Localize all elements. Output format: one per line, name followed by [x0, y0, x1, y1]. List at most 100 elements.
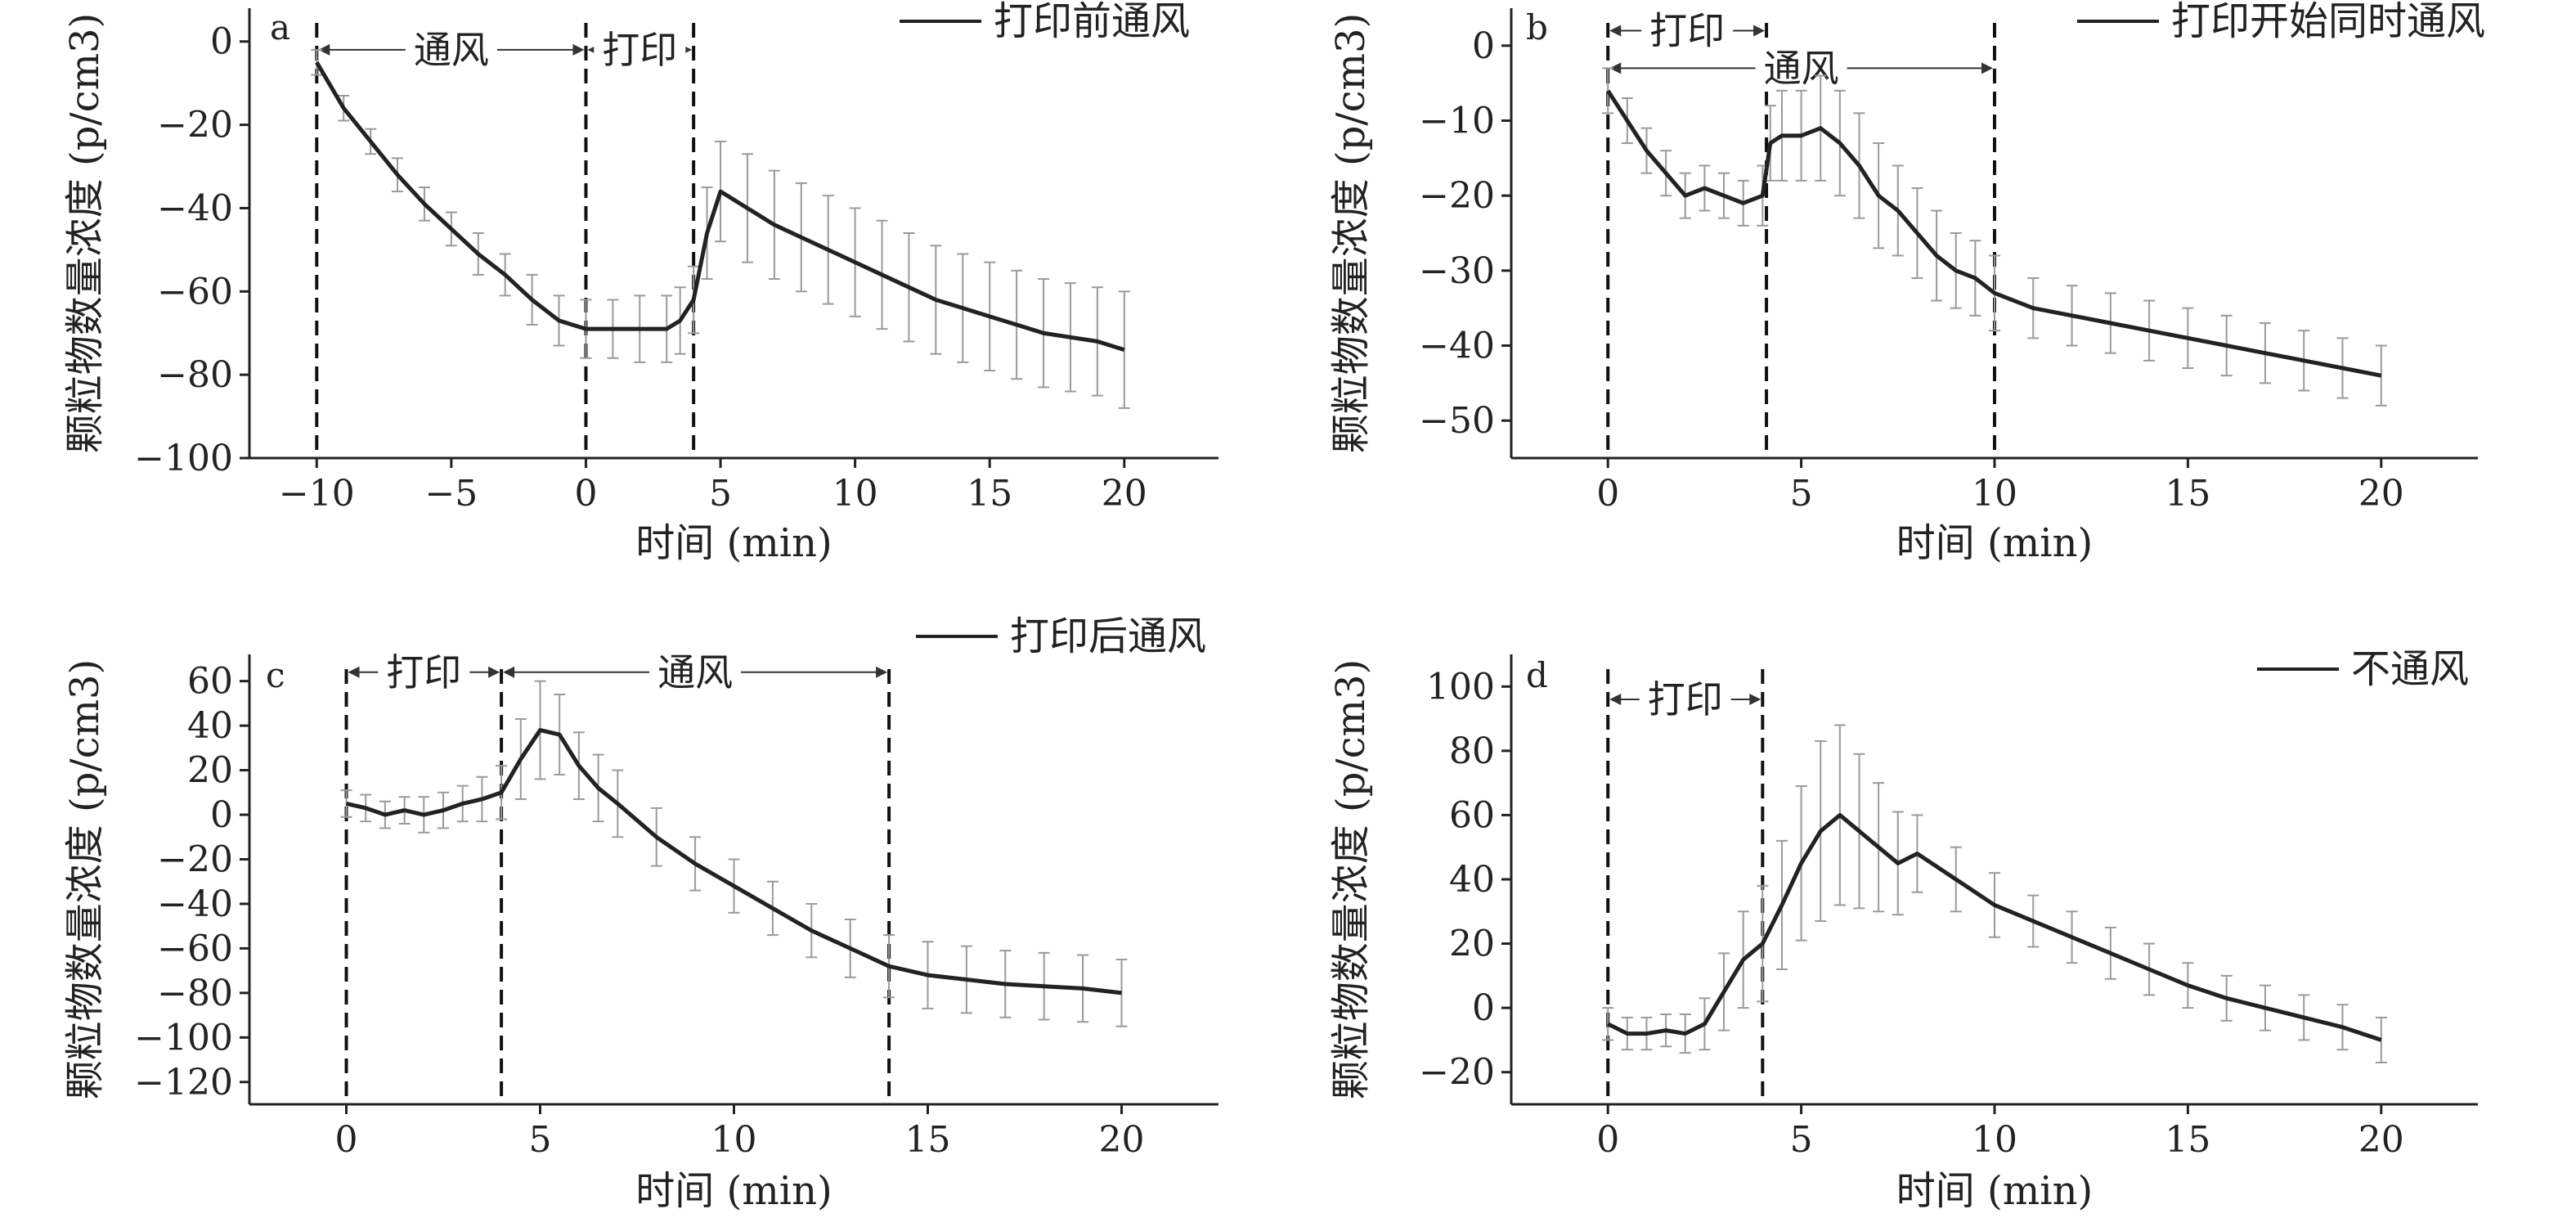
annotation-bg: [594, 23, 686, 73]
panel-letter: d: [1526, 655, 1548, 695]
y-tick-label: 60: [187, 661, 233, 703]
y-tick-label: 0: [1472, 987, 1495, 1029]
annotation-bg: [1755, 42, 1847, 92]
arrow-head-left: [1609, 694, 1622, 705]
arrow-head-right: [572, 43, 585, 56]
x-tick-label: 10: [711, 1119, 757, 1161]
y-tick-label: 0: [210, 794, 233, 836]
chart-panel-b: 0 5 10 15 20 0 −10 −20 −30 −40 −50 时间 (min) 颗粒物数量浓度 …: [1328, 0, 2485, 566]
y-tick-label: −40: [157, 883, 233, 925]
arrow-head-right: [1749, 694, 1761, 705]
y-tick-label: −10: [1419, 101, 1495, 142]
x-tick-label: 20: [2358, 473, 2404, 515]
x-tick-label: 15: [2165, 1119, 2210, 1161]
x-tick-label: 15: [905, 1119, 951, 1161]
x-tick-label: 20: [2358, 1119, 2404, 1161]
x-tick-label: −10: [279, 473, 355, 515]
y-axis-title: 颗粒物数量浓度 (p/cm3): [1328, 659, 1374, 1100]
y-tick-label: 20: [1449, 924, 1495, 965]
x-tick-label: 5: [1790, 1119, 1813, 1161]
y-tick-label: 60: [1449, 794, 1495, 836]
arrow-head-left: [348, 666, 360, 678]
x-tick-label: 15: [2165, 473, 2210, 515]
period-label: 打印: [1649, 9, 1725, 53]
y-tick-label: −20: [1419, 175, 1495, 217]
y-tick-label: 80: [1449, 730, 1495, 772]
annotation-bg: [405, 23, 497, 73]
arrow-head-right: [876, 666, 888, 678]
x-tick-label: −5: [424, 473, 478, 515]
chart-panel-a: −10 −5 0 5 10 15 20 0 −20 −40 −60 −80 −100 时间 (min) 颗粒…: [62, 0, 1218, 566]
period-label: 打印: [386, 650, 461, 694]
period-label: 通风: [657, 650, 733, 694]
x-tick-label: 0: [1596, 473, 1619, 515]
y-tick-label: −100: [134, 1017, 233, 1058]
annotation-bg: [649, 645, 742, 695]
series-line: [1607, 812, 2382, 1042]
y-tick-label: −40: [157, 187, 233, 229]
series-line: [1606, 89, 2382, 378]
y-tick-label: −100: [134, 438, 233, 479]
panel-letter: b: [1526, 7, 1548, 47]
x-axis-title: 时间 (min): [635, 1168, 832, 1214]
y-tick-label: 40: [187, 705, 233, 747]
x-tick-label: 20: [1102, 473, 1147, 515]
x-tick-label: 5: [709, 473, 732, 515]
period-label: 通风: [414, 28, 489, 72]
arrow-head-right: [1753, 25, 1766, 37]
arrow-head-left: [1609, 62, 1622, 74]
y-tick-label: 20: [187, 750, 233, 792]
period-label: 通风: [1764, 46, 1839, 90]
x-tick-label: 0: [1596, 1119, 1619, 1161]
y-axis-title: 颗粒物数量浓度 (p/cm3): [1328, 13, 1374, 454]
legend-label: 打印开始同时通风: [2171, 0, 2485, 44]
arrow-head-right: [488, 666, 500, 678]
arrow-head-right: [1981, 62, 1993, 74]
x-tick-label: 5: [529, 1119, 552, 1161]
annotation-bg: [1641, 4, 1734, 54]
y-tick-label: −20: [157, 105, 233, 146]
period-label: 打印: [1648, 677, 1723, 721]
x-axis-title: 时间 (min): [1896, 1168, 2094, 1214]
y-tick-label: −80: [157, 973, 233, 1014]
chart-panel-d: 0 5 10 15 20 100 80 60 40 20 0 −20 时间 (min) 颗粒物数量浓度 (…: [1328, 646, 2478, 1214]
legend-label: 打印前通风: [994, 0, 1190, 44]
x-tick-label: 5: [1790, 473, 1813, 515]
x-tick-label: 20: [1099, 1119, 1145, 1161]
x-tick-label: 10: [832, 473, 878, 515]
y-tick-label: 100: [1426, 666, 1495, 708]
y-tick-label: 40: [1449, 859, 1495, 901]
legend-label: 打印后通风: [1010, 613, 1206, 659]
y-tick-label: −50: [1419, 400, 1495, 442]
x-axis-title: 时间 (min): [635, 520, 832, 566]
y-tick-label: −60: [157, 271, 233, 312]
x-tick-label: 0: [335, 1119, 358, 1161]
arrow-head-left: [1609, 25, 1622, 37]
y-axis-title: 颗粒物数量浓度 (p/cm3): [62, 659, 108, 1100]
y-tick-label: −80: [157, 354, 233, 396]
annotation-bg: [1639, 673, 1731, 722]
panel-letter: c: [266, 655, 285, 695]
y-tick-label: −20: [157, 838, 233, 880]
x-tick-label: 15: [967, 473, 1012, 515]
arrow-head-left: [318, 43, 330, 56]
panel-letter: a: [270, 7, 290, 47]
y-axis-title: 颗粒物数量浓度 (p/cm3): [62, 13, 108, 454]
y-tick-label: −30: [1419, 250, 1495, 292]
y-tick-label: −120: [134, 1062, 233, 1103]
series-line: [345, 728, 1122, 996]
x-tick-label: 10: [1972, 1119, 2017, 1161]
y-tick-label: −20: [1419, 1052, 1495, 1094]
x-axis-title: 时间 (min): [1896, 520, 2094, 566]
y-tick-label: 0: [1472, 25, 1495, 67]
y-tick-label: −40: [1419, 326, 1495, 367]
x-tick-label: 10: [1972, 473, 2017, 515]
period-label: 打印: [602, 28, 677, 72]
legend-label: 不通风: [2351, 646, 2469, 692]
series-line: [315, 61, 1125, 352]
x-tick-label: 0: [574, 473, 597, 515]
y-tick-label: 0: [210, 21, 233, 63]
arrow-head-left: [503, 666, 515, 678]
